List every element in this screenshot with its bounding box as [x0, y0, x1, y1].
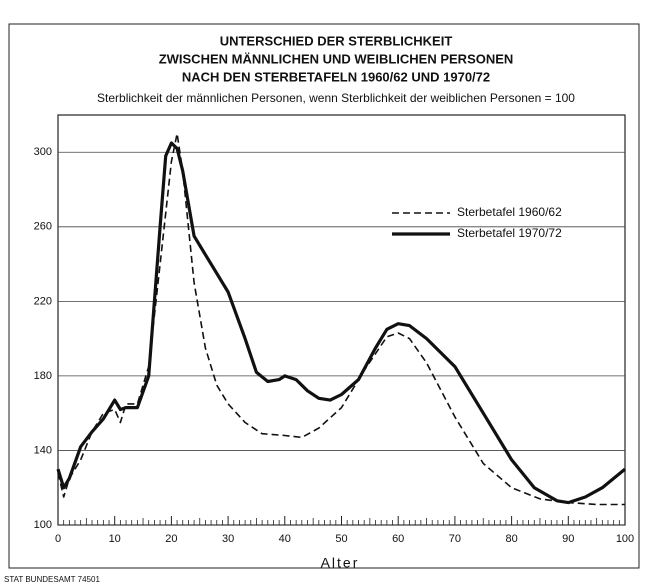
- x-tick-label: 20: [165, 533, 177, 545]
- x-tick-label: 90: [562, 533, 574, 545]
- y-tick-label: 300: [34, 146, 52, 158]
- chart-title: ZWISCHEN MÄNNLICHEN UND WEIBLICHEN PERSO…: [159, 51, 514, 66]
- x-tick-label: 100: [616, 533, 634, 545]
- x-tick-label: 30: [222, 533, 234, 545]
- legend-label: Sterbetafel 1970/72: [457, 226, 562, 240]
- legend-label: Sterbetafel 1960/62: [457, 205, 562, 219]
- x-tick-label: 10: [109, 533, 121, 545]
- y-tick-label: 140: [34, 444, 52, 456]
- subtitle: Sterblichkeit der männlichen Personen, w…: [97, 91, 575, 105]
- y-tick-label: 180: [34, 370, 52, 382]
- x-tick-label: 80: [505, 533, 517, 545]
- chart-title: NACH DEN STERBETAFELN 1960/62 UND 1970/7…: [182, 69, 490, 84]
- x-tick-label: 40: [279, 533, 291, 545]
- y-tick-label: 260: [34, 221, 52, 233]
- frame: [8, 23, 640, 569]
- data-line: [56, 141, 627, 505]
- plot-area: [57, 114, 626, 526]
- x-tick-label: 60: [392, 533, 404, 545]
- y-tick-label: 220: [34, 295, 52, 307]
- source: STAT BUNDESAMT 74501: [4, 575, 100, 584]
- chart-title: UNTERSCHIED DER STERBLICHKEIT: [220, 33, 453, 48]
- data-line: [57, 132, 625, 506]
- y-tick-label: 100: [34, 519, 52, 531]
- x-tick-label: 70: [449, 533, 461, 545]
- x-axis-label: Alter: [321, 555, 360, 571]
- x-tick-label: 0: [55, 533, 61, 545]
- x-tick-label: 50: [335, 533, 347, 545]
